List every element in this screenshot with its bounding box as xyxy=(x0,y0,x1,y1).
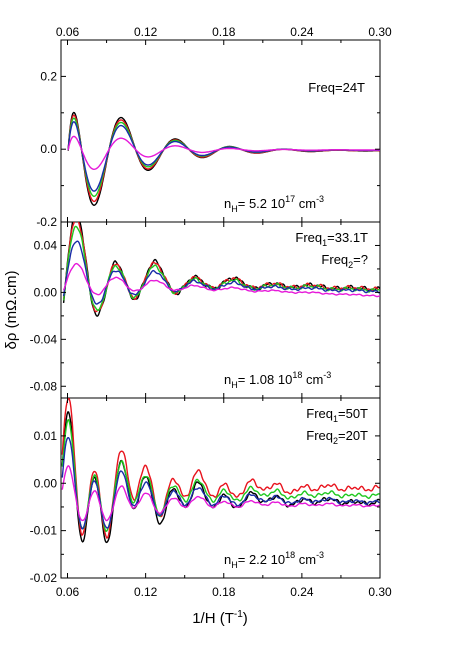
y-tick-label: 0.00 xyxy=(34,285,58,299)
panel-2-curves xyxy=(62,222,380,317)
x-tick-label-top: 0.18 xyxy=(212,25,236,39)
curve-5 xyxy=(67,135,380,171)
nh-label: nH= 1.08 1018 cm-3 xyxy=(224,370,331,390)
curve-5 xyxy=(62,262,380,298)
panel-frame-2 xyxy=(60,221,381,399)
chart-text: -0.2 0.0 0.2 Freq=24T nH= 5.2 1017 cm-3 -0.08… xyxy=(3,25,392,627)
y-tick-label: -0.01 xyxy=(30,524,58,538)
freq-label: Freq1=50T xyxy=(306,406,368,424)
y-tick-label: 0.00 xyxy=(34,476,58,490)
nh-label: nH= 2.2 1018 cm-3 xyxy=(224,550,324,570)
y-tick-label: 0.04 xyxy=(34,238,58,252)
x-tick-label-bottom: 0.06 xyxy=(56,585,80,599)
x-tick-label-top: 0.12 xyxy=(134,25,158,39)
panel-frame-1 xyxy=(60,39,381,223)
y-axis-title: δρ (mΩ.cm) xyxy=(3,271,20,350)
y-tick-label: 0.01 xyxy=(34,429,58,443)
x-tick-label-top: 0.24 xyxy=(290,25,314,39)
x-tick-label-top: 0.06 xyxy=(56,25,80,39)
y-tick-label: -0.04 xyxy=(30,332,58,346)
freq-label: Freq=24T xyxy=(308,80,365,95)
curve-4 xyxy=(67,121,380,192)
x-tick-label-bottom: 0.24 xyxy=(290,585,314,599)
y-tick-label: -0.2 xyxy=(36,215,57,229)
y-tick-label: 0.0 xyxy=(40,142,57,156)
x-tick-label-bottom: 0.30 xyxy=(368,585,392,599)
x-tick-label-top: 0.30 xyxy=(368,25,392,39)
y-tick-label: 0.2 xyxy=(40,69,57,83)
y-tick-label: -0.02 xyxy=(30,571,58,585)
axis-ticks xyxy=(61,40,381,579)
nh-label: nH= 5.2 1017 cm-3 xyxy=(224,194,324,214)
curve-5 xyxy=(61,465,380,522)
panel-3-curves xyxy=(61,398,380,544)
freq-label: Freq1=33.1T xyxy=(295,230,368,248)
curve-3 xyxy=(61,419,380,532)
freq-label: Freq2=? xyxy=(321,252,368,270)
x-axis-title: 1/H (T-1) xyxy=(192,609,248,627)
curve-3 xyxy=(67,117,380,198)
x-tick-label-bottom: 0.12 xyxy=(134,585,158,599)
x-tick-label-bottom: 0.18 xyxy=(212,585,236,599)
curve-4 xyxy=(62,240,380,305)
panel-frame-3 xyxy=(60,397,381,579)
curve-4 xyxy=(61,437,380,530)
panel-frames xyxy=(60,39,381,579)
y-tick-label: -0.08 xyxy=(30,379,58,393)
data-curves xyxy=(61,111,380,544)
freq-label: Freq2=20T xyxy=(306,428,368,446)
panel-1-curves xyxy=(67,111,380,207)
